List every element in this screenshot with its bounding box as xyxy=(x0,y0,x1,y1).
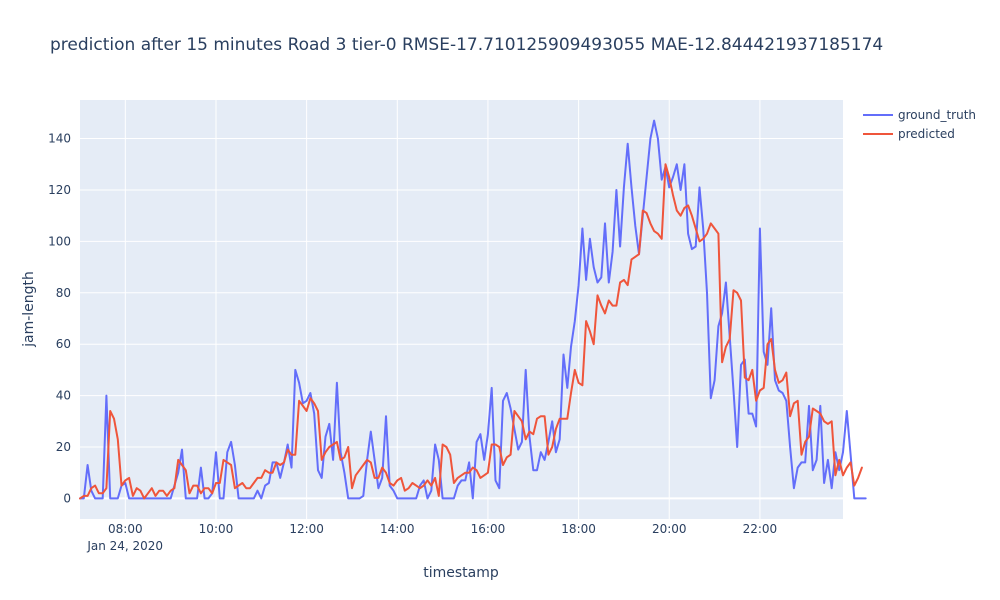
y-tick-label: 60 xyxy=(56,337,71,351)
x-tick-label: 14:00 xyxy=(380,522,415,536)
series-line-ground-truth xyxy=(79,119,867,500)
tick-labels: 0 20 40 60 80 100 120 140 08:00 Jan 24, 2020 10:00… xyxy=(48,132,777,553)
chart-title: prediction after 15 minutes Road 3 tier-… xyxy=(50,35,883,55)
y-tick-label: 40 xyxy=(56,389,71,403)
y-tick-label: 100 xyxy=(48,234,71,248)
series-layer xyxy=(79,119,867,500)
y-tick-label: 20 xyxy=(56,440,71,454)
x-tick-label: 12:00 xyxy=(289,522,324,536)
plot-area xyxy=(80,100,843,519)
x-tick-label: 18:00 xyxy=(561,522,596,536)
y-tick-label: 140 xyxy=(48,132,71,146)
y-tick-label: 80 xyxy=(56,286,71,300)
y-tick-label: 0 xyxy=(63,491,71,505)
legend[interactable]: ground_truth predicted xyxy=(863,108,976,141)
legend-label-ground-truth[interactable]: ground_truth xyxy=(898,108,976,122)
legend-label-predicted[interactable]: predicted xyxy=(898,127,955,141)
x-tick-label: 22:00 xyxy=(743,522,778,536)
x-tick-label: 20:00 xyxy=(652,522,687,536)
x-tick-label: 16:00 xyxy=(471,522,506,536)
series-line-predicted xyxy=(79,163,863,500)
x-tick-sublabel: Jan 24, 2020 xyxy=(86,539,163,553)
x-tick-label: 08:00 xyxy=(108,522,143,536)
x-tick-label: 10:00 xyxy=(199,522,234,536)
y-axis-title: jam-length xyxy=(21,271,37,348)
x-axis-title: timestamp xyxy=(423,565,499,581)
y-tick-label: 120 xyxy=(48,183,71,197)
